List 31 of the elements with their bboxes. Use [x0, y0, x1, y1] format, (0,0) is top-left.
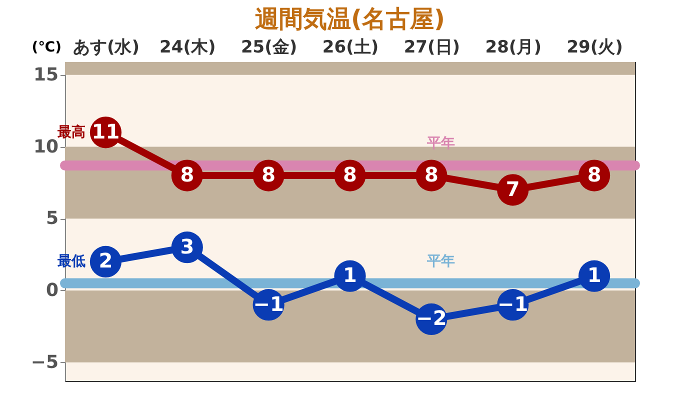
data-label: 8 — [587, 162, 602, 187]
data-label: 8 — [424, 162, 438, 187]
data-label: −2 — [416, 306, 447, 330]
y-axis-title: (℃) — [32, 40, 62, 56]
data-label: 1 — [343, 263, 357, 288]
ref-line-label: 平年 — [426, 253, 456, 270]
data-label: 8 — [262, 162, 276, 187]
data-label: 8 — [343, 162, 357, 187]
series-label: 最低 — [56, 254, 86, 270]
data-label: 2 — [98, 248, 113, 273]
x-tick-label: 27(日) — [404, 38, 460, 58]
y-tick-label: −5 — [30, 352, 58, 373]
x-tick-label: 25(金) — [240, 38, 298, 58]
y-tick-label: 15 — [33, 64, 58, 86]
chart-title: 週間気温(名古屋) — [255, 5, 445, 33]
data-label: 1 — [587, 263, 602, 288]
x-tick-label: 29(火) — [566, 38, 623, 58]
y-tick-label: 5 — [46, 208, 58, 230]
data-label: −1 — [253, 292, 284, 316]
x-tick-label: あす(水) — [72, 38, 140, 58]
x-tick-label: 26(土) — [322, 38, 379, 58]
y-tick-label: 0 — [46, 280, 58, 301]
series-label: 最高 — [56, 123, 86, 140]
data-label: −1 — [498, 292, 528, 316]
data-label: 8 — [180, 162, 194, 187]
data-label: 11 — [92, 119, 120, 144]
x-tick-label: 28(月) — [485, 38, 542, 58]
y-tick-label: 10 — [33, 136, 58, 158]
x-tick-label: 24(木) — [160, 38, 216, 58]
data-label: 7 — [506, 176, 520, 201]
data-label: 3 — [180, 234, 194, 258]
